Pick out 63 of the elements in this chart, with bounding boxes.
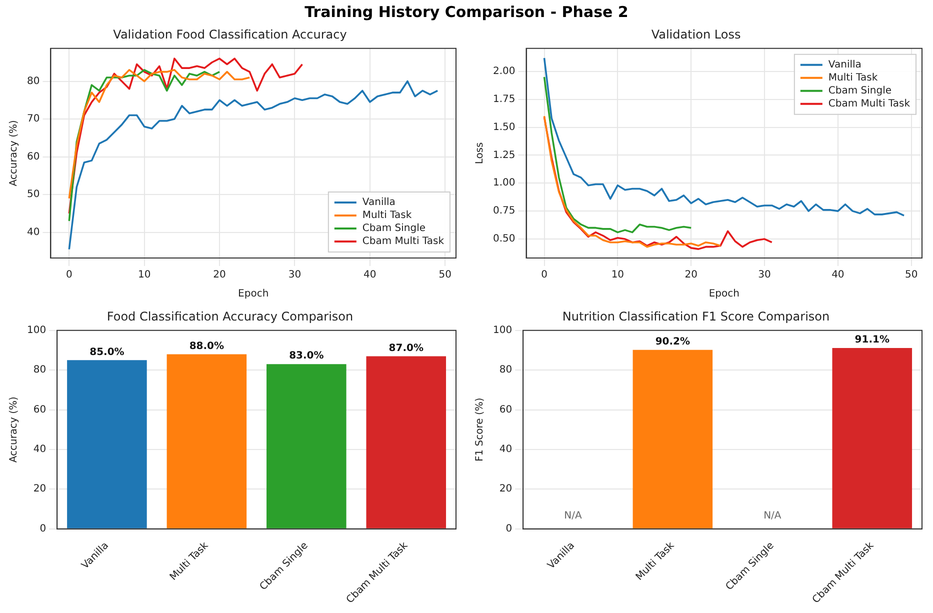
x-tick-label: 30 <box>288 270 302 281</box>
legend-label: Cbam Single <box>828 85 892 96</box>
y-tick-label: 20 <box>499 484 512 495</box>
y-tick-label: 100 <box>492 324 512 336</box>
y-tick-label: 80 <box>26 76 40 87</box>
data-label: 87.0% <box>388 342 424 354</box>
x-tick-label: 10 <box>611 270 624 281</box>
legend-label: Cbam Single <box>362 223 426 234</box>
y-tick-label: 1.50 <box>493 122 516 133</box>
legend-label: Vanilla <box>362 197 396 208</box>
y-tick-label: 80 <box>499 364 512 376</box>
y-tick-label: 40 <box>499 444 512 456</box>
chart-title: Food Classification Accuracy Comparison <box>106 309 354 324</box>
y-tick-label: 60 <box>26 151 40 162</box>
y-tick-label: 50 <box>26 189 40 200</box>
y-tick-label: 1.25 <box>493 150 516 161</box>
x-tick-label: 50 <box>904 270 918 281</box>
chart-title: Nutrition Classification F1 Score Comparison <box>562 309 830 324</box>
y-axis-title: Accuracy (%) <box>8 396 20 463</box>
data-label: 88.0% <box>189 340 224 352</box>
y-tick-label: 0 <box>506 523 512 534</box>
x-axis-title: Epoch <box>238 288 269 300</box>
x-tick-label: 10 <box>138 270 151 281</box>
legend-label: Multi Task <box>828 72 878 84</box>
y-tick-label: 1.75 <box>493 94 516 105</box>
x-tick-label: 0 <box>66 270 72 281</box>
legend-label: Multi Task <box>362 210 412 222</box>
y-tick-label: 40 <box>33 444 46 456</box>
data-label: 90.2% <box>655 336 690 348</box>
x-tick-label: 20 <box>213 270 226 281</box>
x-tick-label: 0 <box>541 270 548 281</box>
y-tick-label: 1.00 <box>493 178 516 189</box>
data-label: 85.0% <box>90 346 124 358</box>
text: N/A <box>564 510 582 522</box>
legend-label: Cbam Multi Task <box>828 98 910 110</box>
data-label: 91.1% <box>854 334 890 346</box>
y-axis-title: F1 Score (%) <box>474 398 486 462</box>
y-tick-label: 70 <box>26 114 40 125</box>
chart-title: Validation Food Classification Accuracy <box>113 27 347 42</box>
y-tick-label: 0.75 <box>493 206 516 217</box>
chart-title: Validation Loss <box>651 27 741 42</box>
x-tick-label: 40 <box>364 270 376 281</box>
x-tick-label: 20 <box>684 270 698 281</box>
data-label: 83.0% <box>289 350 324 362</box>
y-tick-label: 40 <box>26 226 40 238</box>
y-tick-label: 60 <box>499 404 512 416</box>
x-axis-title: Epoch <box>708 288 740 300</box>
legend-label: Cbam Multi Task <box>362 236 444 248</box>
y-tick-label: 20 <box>33 484 46 495</box>
y-tick-label: 2.00 <box>493 66 516 78</box>
x-tick-label: 40 <box>832 270 844 281</box>
text: Training History Comparison - Phase 2 <box>304 2 630 23</box>
y-tick-label: 80 <box>33 364 46 376</box>
y-axis-title: Accuracy (%) <box>8 120 20 186</box>
x-tick-label: 50 <box>438 270 452 281</box>
y-tick-label: 60 <box>33 404 46 416</box>
legend-label: Vanilla <box>828 59 862 70</box>
y-tick-label: 0.50 <box>493 234 516 245</box>
text: N/A <box>764 510 782 522</box>
x-tick-label: 30 <box>758 270 771 281</box>
y-tick-label: 0 <box>40 523 46 534</box>
y-tick-label: 100 <box>26 324 46 336</box>
y-axis-title: Loss <box>474 142 486 164</box>
